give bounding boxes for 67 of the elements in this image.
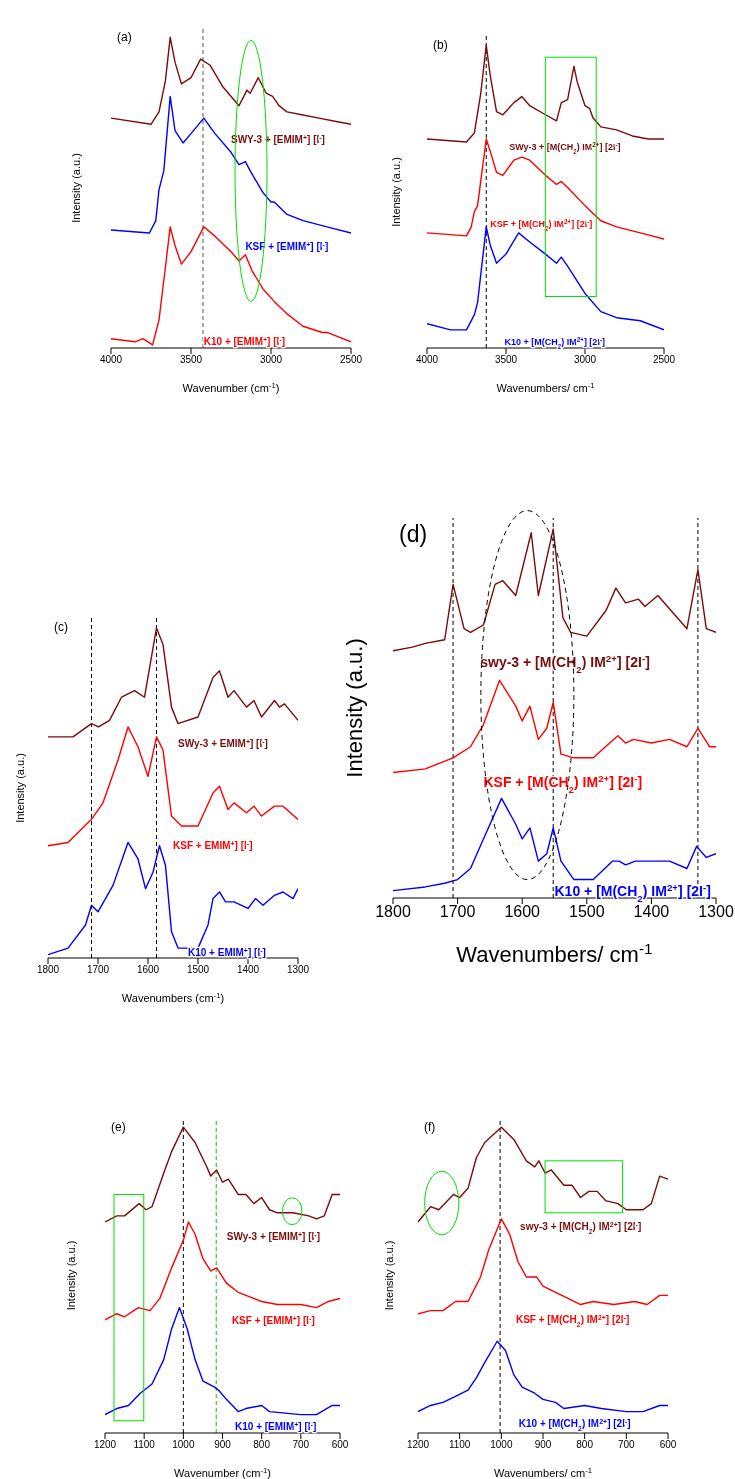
chart-title: (a): [117, 30, 132, 44]
x-tick-label: 1500: [186, 964, 210, 976]
series-label: K10 + EMIM$^{+}$] [I$^{-}$]: [188, 946, 266, 959]
series-label: swy-3 + [M(CH$_{2}$) IM$^{2+}$] [2I$^{-}$]: [520, 1220, 642, 1235]
x-tick-label: 1400: [633, 903, 670, 921]
x-tick-label: 4000: [99, 354, 123, 366]
x-axis-title: Wavenumber (cm$^{-1}$): [174, 1465, 271, 1479]
chart-title: (e): [111, 1120, 126, 1134]
x-tick-label: 600: [659, 1439, 677, 1451]
x-tick-label: 900: [534, 1439, 552, 1451]
x-tick-label: 800: [253, 1439, 271, 1451]
chart-title: (d): [399, 521, 428, 547]
x-tick-label: 3500: [494, 354, 518, 366]
y-axis-title: Intensity (a.u.): [65, 1240, 77, 1311]
series-label: KSF + [EMIM$^{+}$] [I$^{-}$]: [245, 240, 329, 253]
x-tick-label: 2500: [339, 354, 363, 366]
x-tick-label: 700: [617, 1439, 636, 1451]
chart-title: (f): [424, 1120, 436, 1134]
series-label: KSF + [M(CH$_{2}$) IM$^{2+}$] [2I$^{-}$]: [490, 217, 593, 232]
x-tick-label: 1700: [86, 964, 110, 976]
chart-title: (b): [433, 38, 448, 52]
x-tick-label: 3500: [179, 354, 203, 366]
x-tick-label: 700: [292, 1439, 310, 1451]
x-tick-label: 600: [331, 1439, 349, 1451]
x-tick-label: 1300: [286, 964, 310, 976]
x-tick-label: 1300: [698, 903, 734, 921]
x-tick-label: 900: [214, 1439, 232, 1451]
x-tick-label: 1000: [490, 1439, 513, 1451]
x-tick-label: 1100: [133, 1439, 156, 1451]
x-tick-label: 1100: [448, 1439, 471, 1451]
series-label: K10 + [EMIM$^{+}$] [I$^{-}$]: [235, 1420, 317, 1432]
x-tick-label: 1200: [93, 1439, 117, 1451]
x-tick-label: 2500: [652, 354, 676, 366]
x-axis-title: Wavenumbers/ cm$^{-1}$: [496, 380, 595, 394]
x-tick-label: 1000: [172, 1439, 195, 1451]
series-label: SWy-3 + [EMIM$^{+}$] [I$^{-}$]: [226, 1230, 321, 1243]
x-tick-label: 3000: [573, 354, 597, 366]
x-tick-label: 1800: [375, 903, 411, 921]
x-tick-label: 1500: [569, 903, 605, 921]
y-axis-title: Intensity (a.u.): [342, 638, 367, 778]
x-tick-label: 1400: [236, 964, 260, 976]
series-label: K10 + [M(CH$_{2}$) IM$^{2+}$] [2I$^{-}$]: [518, 1417, 631, 1432]
x-tick-label: 1800: [36, 964, 60, 976]
series-label: K10 + [M(CH$_{2}$) IM$^{2+}$] [2I$^{-}$]: [554, 881, 711, 904]
series-label: KSF + [M(CH$_{2}$) IM$^{2+}$] [2I$^{-}$]: [515, 1313, 630, 1328]
x-axis-title: Wavenumbers/ cm$^{-1}$: [456, 939, 653, 967]
series-label: K10 + [EMIM$^{+}$] [I$^{-}$]: [203, 335, 285, 347]
x-axis-title: Wavenumbers/ cm$^{-1}$: [493, 1465, 593, 1479]
x-tick-label: 3000: [259, 354, 283, 366]
series-label: KSF + [EMIM$^{+}$] [I$^{-}$]: [231, 1314, 315, 1327]
x-axis-title: Wavenumber (cm$^{-1}$): [182, 380, 280, 394]
y-axis-title: Intensity (a.u.): [390, 157, 402, 227]
y-axis-title: Intensity (a.u.): [14, 753, 26, 823]
x-tick-label: 1700: [439, 903, 476, 921]
x-axis-title: Wavenumbers (cm$^{-1}$): [121, 990, 225, 1004]
y-axis-title: Intensity (a.u.): [383, 1240, 395, 1311]
x-tick-label: 1600: [504, 903, 541, 921]
text: K10 + [M(CH$_{2}$) IM$^{2+}$] [2I$^{-}$]: [504, 335, 606, 350]
series-label: KSF + EMIM$^{+}$] [I$^{-}$]: [173, 839, 253, 852]
x-tick-label: 1200: [406, 1439, 430, 1451]
x-tick-label: 4000: [415, 354, 439, 366]
series-label: SWy-3 + EMIM$^{+}$] [I$^{-}$]: [178, 737, 268, 749]
y-axis-title: Intensity (a.u.): [70, 153, 82, 223]
chart-title: (c): [54, 620, 68, 634]
text: KSF + [M(CH$_{2}$) IM$^{2+}$] [2I$^{-}$]: [483, 772, 643, 795]
x-tick-label: 1600: [136, 964, 160, 976]
x-tick-label: 800: [576, 1439, 594, 1451]
